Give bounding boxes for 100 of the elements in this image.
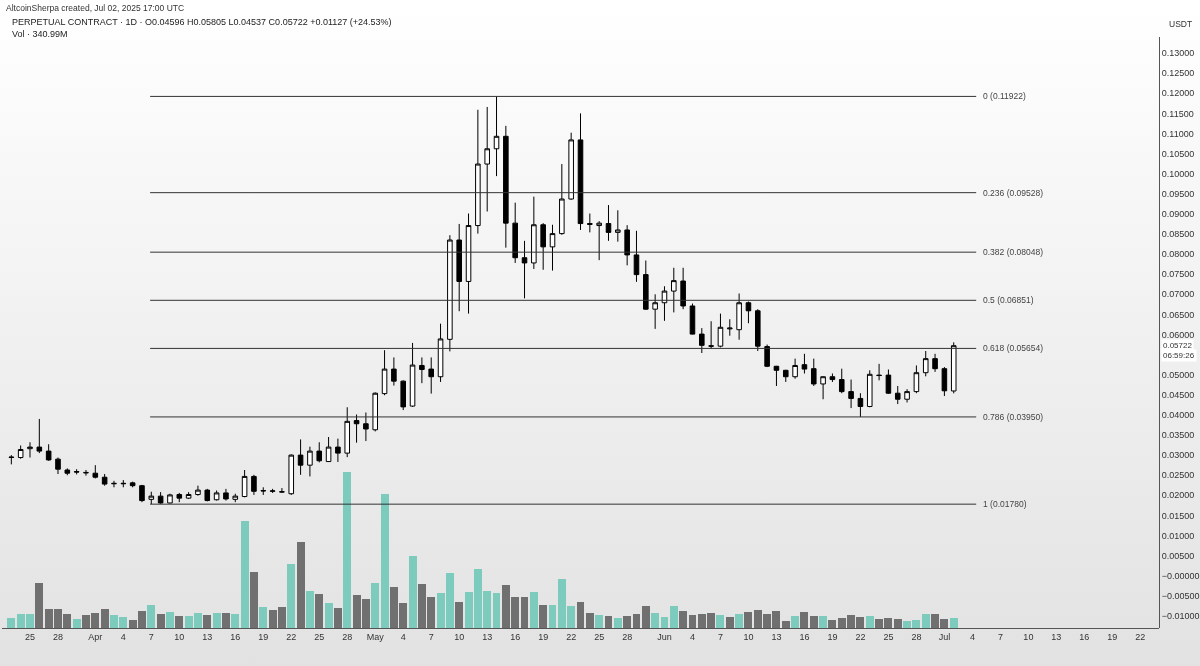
candlestick xyxy=(456,223,462,312)
bar xyxy=(810,616,818,628)
candlestick xyxy=(801,353,808,375)
bar xyxy=(166,612,174,628)
bar xyxy=(633,614,640,628)
bar xyxy=(371,583,379,628)
y-tick-label: 0.00500 xyxy=(1161,550,1195,561)
x-tick-label: Apr xyxy=(88,631,103,642)
y-tick-label: 0.08500 xyxy=(1161,229,1195,240)
bar xyxy=(689,615,696,628)
candlestick xyxy=(922,350,929,377)
x-tick-label: 16 xyxy=(1079,631,1090,642)
x-tick-label: May xyxy=(366,631,385,642)
x-tick-label: 28 xyxy=(911,631,922,642)
x-tick-label: 19 xyxy=(258,631,269,642)
candlestick xyxy=(540,222,546,271)
bar xyxy=(642,606,650,628)
bar xyxy=(521,597,528,628)
candlestick xyxy=(176,492,183,503)
candlestick xyxy=(447,234,453,352)
x-tick-label: 22 xyxy=(855,631,866,642)
x-tick-label: Jun xyxy=(657,631,672,642)
candlestick xyxy=(157,491,164,505)
candlestick xyxy=(671,267,677,313)
bar xyxy=(381,494,389,628)
candlestick xyxy=(605,204,612,242)
text: 06:59:26 xyxy=(1163,351,1195,360)
candlestick xyxy=(568,132,574,201)
x-tick-label: 22 xyxy=(566,631,577,642)
x-tick-label: 16 xyxy=(799,631,810,642)
bar xyxy=(894,619,902,628)
x-tick-label: 25 xyxy=(594,631,605,642)
candlestick xyxy=(596,220,602,261)
bar xyxy=(530,592,538,628)
bar xyxy=(315,594,323,628)
bar xyxy=(259,607,267,628)
x-tick-label: 25 xyxy=(314,631,325,642)
candlestick xyxy=(167,493,173,504)
y-tick-label: 0.07500 xyxy=(1161,269,1195,280)
ref-line-label: 1 (0.01780) xyxy=(983,499,1027,509)
candlestick xyxy=(587,213,593,233)
bar xyxy=(73,619,81,628)
x-tick-label: 10 xyxy=(174,631,185,642)
candlestick xyxy=(381,349,388,396)
ref-line-label: 0.618 (0.05654) xyxy=(983,343,1044,353)
candlestick xyxy=(204,488,211,502)
candlestick xyxy=(260,486,267,496)
candlestick xyxy=(559,163,565,236)
bar xyxy=(287,564,295,628)
candlestick xyxy=(727,318,733,337)
chart-title: PERPETUAL CONTRACT · 1D · O0.04596 H0.05805 L0.04537 C0.05722 +0.01127 (+24.53%) xyxy=(12,17,392,27)
candlestick xyxy=(316,441,323,463)
y-tick-label: 0.06500 xyxy=(1161,309,1195,320)
bar xyxy=(744,612,752,628)
candlestick xyxy=(475,109,481,235)
candlestick xyxy=(213,490,220,502)
y-tick-label: 0.09000 xyxy=(1161,209,1195,220)
y-tick-label: 0.12000 xyxy=(1161,88,1195,99)
x-tick-label: 25 xyxy=(24,631,35,642)
x-tick-label: 28 xyxy=(622,631,633,642)
candlestick xyxy=(409,342,416,408)
x-tick-label: 7 xyxy=(717,631,723,642)
candlestick xyxy=(195,485,201,497)
candlestick xyxy=(17,444,24,460)
candlestick xyxy=(185,491,192,500)
candlestick xyxy=(820,375,826,400)
bar xyxy=(7,618,15,628)
bar xyxy=(539,605,547,628)
candlestick xyxy=(297,438,304,476)
bar xyxy=(35,583,43,628)
bar xyxy=(343,472,351,628)
ref-line-label: 0 (0.11922) xyxy=(983,91,1027,101)
ref-line-label: 0.786 (0.03950) xyxy=(983,412,1044,422)
candlestick xyxy=(792,358,798,380)
x-tick-label: 13 xyxy=(1051,631,1062,642)
y-tick-label: 0.01500 xyxy=(1161,510,1195,521)
x-tick-label: 13 xyxy=(482,631,493,642)
candlestick xyxy=(810,358,817,387)
y-axis-title: USDT xyxy=(1169,19,1193,29)
bar xyxy=(493,593,500,628)
candlestick xyxy=(8,454,15,465)
bar xyxy=(306,591,314,628)
candlestick xyxy=(325,436,332,463)
bar xyxy=(922,614,930,628)
candlestick xyxy=(251,474,257,496)
x-tick-label: 19 xyxy=(1107,631,1118,642)
candlestick xyxy=(866,369,873,408)
y-tick-label: 0.10000 xyxy=(1161,168,1195,179)
bar xyxy=(157,614,165,628)
candlestick xyxy=(699,327,705,354)
candlestick xyxy=(885,368,892,395)
candlestick xyxy=(279,487,285,494)
x-tick-label: 7 xyxy=(428,631,434,642)
x-tick-label: 10 xyxy=(1023,631,1034,642)
bar xyxy=(800,612,808,628)
x-tick-label: 16 xyxy=(510,631,521,642)
y-tick-label: 0.03000 xyxy=(1161,450,1195,461)
candlestick xyxy=(838,368,845,394)
candlestick xyxy=(36,418,43,454)
bar xyxy=(213,613,221,628)
